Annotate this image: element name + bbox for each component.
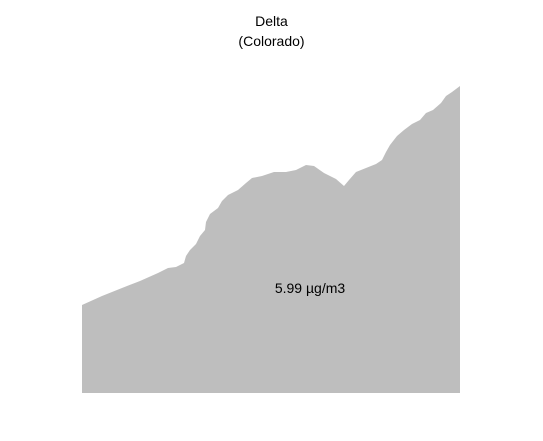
county-shape-delta [82, 86, 460, 393]
region-value-label: 5.99 µg/m3 [210, 280, 410, 296]
